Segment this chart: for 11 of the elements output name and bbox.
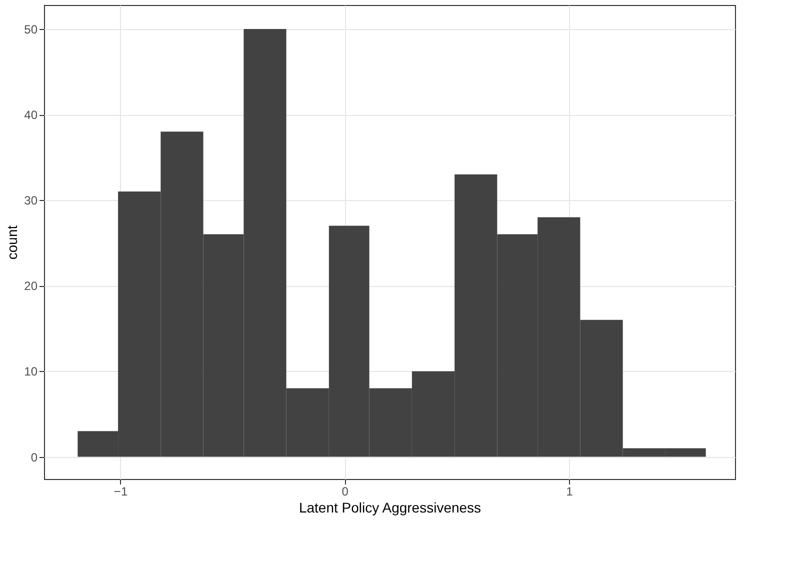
y-tick-label: 20 [24, 279, 38, 294]
x-tick-label: −1 [114, 484, 128, 498]
y-axis-title: count [4, 225, 20, 260]
x-axis-title: Latent Policy Aggressiveness [298, 500, 482, 516]
y-tick-label: 0 [30, 450, 38, 464]
y-tick-label: 40 [24, 108, 38, 122]
y-tick-label: 10 [24, 364, 38, 379]
y-tick-label: 30 [24, 194, 38, 208]
x-tick-label: 1 [566, 484, 574, 498]
x-tick-label: 0 [342, 484, 349, 498]
y-tick-label: 50 [24, 22, 38, 36]
